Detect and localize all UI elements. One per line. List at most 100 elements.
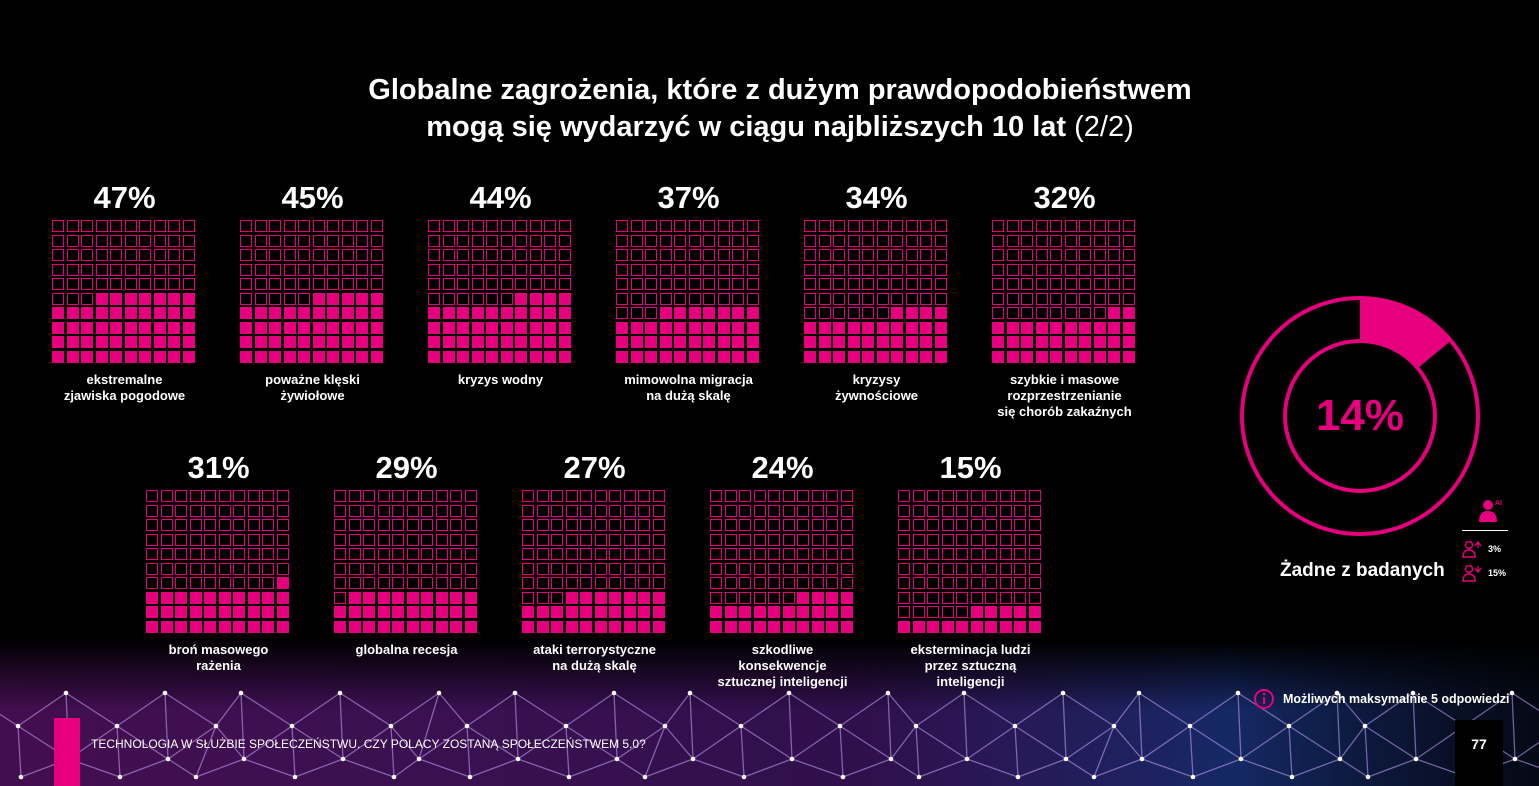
- waffle-cell: [565, 504, 578, 517]
- waffle-cell: [623, 504, 636, 517]
- waffle-cell: [891, 249, 903, 261]
- waffle-cell: [464, 548, 477, 560]
- waffle-cell: [746, 350, 759, 363]
- waffle-cell: [732, 350, 744, 363]
- waffle-cell: [782, 533, 795, 546]
- waffle-cell: [876, 234, 889, 247]
- waffle-cell: [558, 263, 571, 276]
- waffle-cell: [406, 504, 419, 517]
- waffle-cell: [471, 249, 484, 261]
- waffle-cell: [674, 220, 686, 232]
- waffle-cell: [536, 591, 549, 604]
- waffle-cell: [392, 519, 404, 531]
- waffle-cell: [254, 292, 267, 305]
- network-line: [390, 725, 395, 778]
- waffle-cell: [500, 220, 513, 232]
- waffle-cell: [66, 220, 79, 232]
- waffle-cell: [985, 490, 997, 502]
- network-node: [913, 723, 919, 729]
- waffle-cell: [1028, 519, 1041, 531]
- network-node: [614, 756, 620, 762]
- title-line-2: mogą się wydarzyć w ciągu najbliższych 1…: [0, 109, 1539, 146]
- network-node: [416, 756, 422, 762]
- waffle-cell: [500, 307, 513, 319]
- waffle-cell: [168, 336, 180, 348]
- waffle-cell: [616, 249, 628, 261]
- waffle-cell: [81, 278, 93, 290]
- waffle-cell: [898, 606, 910, 618]
- waffle-cell: [421, 577, 433, 589]
- waffle-cell: [450, 519, 462, 531]
- waffle-cell: [826, 548, 838, 560]
- waffle-cell: [753, 533, 766, 546]
- waffle-cell: [175, 504, 187, 517]
- network-line: [1240, 758, 1293, 778]
- network-line: [644, 758, 694, 778]
- waffle-cell: [739, 562, 751, 575]
- waffle-cell: [110, 220, 122, 232]
- waffle-cell: [782, 591, 795, 604]
- waffle-cell: [717, 234, 730, 247]
- waffle-cell: [522, 519, 534, 531]
- waffle-cell: [818, 263, 831, 276]
- waffle-cell: [1122, 292, 1135, 305]
- waffle-cell: [956, 577, 968, 589]
- waffle-cell: [276, 548, 289, 560]
- waffle-cell: [833, 307, 845, 319]
- waffle-cell: [536, 620, 549, 633]
- waffle-cell: [999, 490, 1012, 502]
- waffle-cell: [724, 606, 737, 618]
- waffle-cell: [616, 220, 628, 232]
- waffle-cell: [1014, 620, 1026, 633]
- network-line: [915, 725, 920, 778]
- waffle-cell: [1006, 307, 1019, 319]
- waffle-cell: [645, 234, 657, 247]
- waffle-cell: [645, 350, 657, 363]
- network-line: [418, 725, 468, 760]
- network-node: [464, 723, 470, 729]
- waffle-cell: [739, 620, 751, 633]
- waffle-cell: [891, 350, 903, 363]
- waffle-cell: [905, 292, 918, 305]
- waffle-cell: [486, 321, 498, 334]
- waffle-cell: [1079, 292, 1091, 305]
- network-line: [291, 725, 344, 760]
- note-text: Możliwych maksymalnie 5 odpowiedzi: [1283, 692, 1510, 706]
- waffle-cell: [175, 606, 187, 618]
- waffle-cell: [283, 263, 296, 276]
- waffle-cell: [840, 519, 853, 531]
- waffle-cell: [276, 620, 289, 633]
- waffle-cell: [688, 350, 701, 363]
- waffle-cell: [298, 278, 310, 290]
- waffle-cell: [898, 562, 910, 575]
- waffle-cell: [739, 519, 751, 531]
- waffle-cell: [956, 519, 968, 531]
- waffle-cell: [124, 321, 137, 334]
- waffle-cell: [189, 519, 202, 531]
- waffle-cell: [124, 220, 137, 232]
- waffle-cell: [95, 350, 108, 363]
- waffle-cell: [392, 548, 404, 560]
- waffle-cell: [565, 562, 578, 575]
- waffle-cell: [189, 620, 202, 633]
- waffle-cell: [536, 490, 549, 502]
- network-line: [1113, 692, 1140, 727]
- waffle-cell: [638, 577, 650, 589]
- network-line: [243, 725, 293, 760]
- network-node: [117, 774, 123, 780]
- waffle-cell: [312, 336, 325, 348]
- waffle-cell: [580, 562, 592, 575]
- waffle-cell: [182, 234, 195, 247]
- network-node: [292, 774, 298, 780]
- waffle-cell: [52, 263, 64, 276]
- waffle-cell: [283, 278, 296, 290]
- waffle-cell: [826, 620, 838, 633]
- waffle-cell: [276, 562, 289, 575]
- waffle-cell: [652, 562, 665, 575]
- waffle-cell: [927, 519, 939, 531]
- waffle-cell: [522, 533, 534, 546]
- waffle-cell: [341, 234, 354, 247]
- network-line: [466, 725, 471, 778]
- waffle-cell: [515, 278, 527, 290]
- waffle-cell: [920, 336, 932, 348]
